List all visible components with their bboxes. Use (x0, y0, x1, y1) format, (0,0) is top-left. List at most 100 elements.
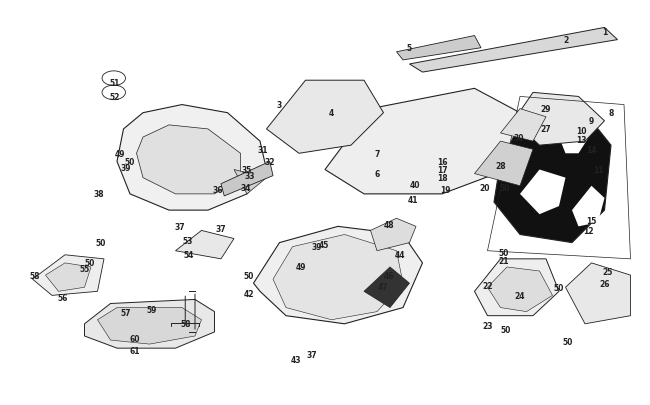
Text: 21: 21 (499, 257, 509, 266)
Text: 60: 60 (130, 334, 140, 343)
Text: 50: 50 (500, 326, 511, 335)
Polygon shape (514, 93, 604, 146)
Polygon shape (396, 36, 481, 61)
Text: 58: 58 (29, 271, 40, 280)
Text: 19: 19 (440, 186, 450, 195)
Polygon shape (474, 259, 559, 316)
Text: 35: 35 (242, 166, 252, 175)
Polygon shape (117, 105, 266, 211)
Text: 9: 9 (589, 117, 594, 126)
Text: 56: 56 (58, 293, 68, 302)
Text: 7: 7 (374, 149, 380, 158)
Text: 50: 50 (500, 184, 510, 193)
Polygon shape (559, 122, 592, 154)
Text: 50: 50 (499, 249, 509, 258)
Text: 8: 8 (608, 109, 614, 118)
Text: 49: 49 (115, 149, 125, 158)
Text: 28: 28 (495, 162, 506, 171)
Text: 54: 54 (183, 251, 194, 260)
Text: 30: 30 (514, 133, 524, 142)
Text: 16: 16 (437, 158, 447, 166)
Text: 49: 49 (296, 262, 306, 271)
Text: 45: 45 (318, 241, 329, 249)
Text: 20: 20 (479, 184, 489, 193)
Text: 37: 37 (307, 350, 317, 359)
Text: 57: 57 (120, 309, 131, 318)
Text: 33: 33 (245, 172, 255, 181)
Text: 2: 2 (563, 36, 568, 45)
Polygon shape (474, 142, 533, 186)
Text: 59: 59 (147, 305, 157, 314)
Text: 29: 29 (541, 105, 551, 114)
Text: 42: 42 (244, 289, 254, 298)
Polygon shape (176, 231, 234, 259)
Text: 18: 18 (437, 174, 447, 183)
Polygon shape (84, 300, 214, 348)
Polygon shape (254, 227, 422, 324)
Text: 39: 39 (120, 164, 131, 173)
Text: 37: 37 (175, 222, 185, 231)
Polygon shape (494, 109, 611, 243)
Text: 34: 34 (240, 184, 251, 193)
Text: 6: 6 (374, 170, 380, 179)
Text: 55: 55 (79, 265, 90, 274)
Polygon shape (410, 28, 618, 73)
Text: 50: 50 (84, 258, 95, 267)
Text: 50: 50 (554, 283, 564, 292)
Polygon shape (266, 81, 384, 154)
Polygon shape (273, 235, 403, 320)
Text: 58: 58 (180, 320, 190, 328)
Text: 26: 26 (599, 279, 610, 288)
Polygon shape (500, 109, 546, 142)
Text: 32: 32 (265, 158, 275, 166)
Polygon shape (325, 89, 520, 194)
Text: 43: 43 (291, 355, 301, 364)
Text: 46: 46 (384, 271, 394, 280)
Polygon shape (364, 267, 410, 308)
Text: 37: 37 (216, 224, 226, 233)
Text: 44: 44 (395, 251, 405, 260)
Text: 51: 51 (109, 79, 120, 87)
Polygon shape (370, 219, 416, 251)
Text: 40: 40 (410, 181, 420, 190)
Polygon shape (488, 267, 552, 312)
Text: 47: 47 (378, 282, 389, 291)
Text: 27: 27 (541, 125, 551, 134)
Polygon shape (572, 186, 604, 227)
Text: 25: 25 (603, 267, 613, 276)
Text: 53: 53 (182, 237, 192, 245)
Text: 1: 1 (602, 28, 607, 37)
Text: 52: 52 (109, 93, 120, 102)
Text: 41: 41 (408, 196, 418, 205)
Polygon shape (136, 126, 240, 194)
Polygon shape (520, 170, 566, 215)
Polygon shape (234, 170, 266, 194)
Text: 15: 15 (586, 216, 597, 225)
Text: 31: 31 (258, 145, 268, 154)
Polygon shape (221, 162, 273, 196)
Text: 4: 4 (329, 109, 334, 118)
Text: 50: 50 (244, 272, 254, 281)
Text: 14: 14 (586, 145, 597, 154)
Text: 50: 50 (96, 239, 106, 247)
Text: 61: 61 (130, 346, 140, 355)
Text: 24: 24 (515, 291, 525, 300)
Polygon shape (98, 308, 202, 344)
Text: 39: 39 (312, 243, 322, 252)
Polygon shape (46, 263, 91, 292)
Text: 50: 50 (562, 337, 573, 346)
Text: 23: 23 (482, 322, 493, 330)
Text: 50: 50 (125, 158, 135, 166)
Polygon shape (566, 263, 630, 324)
Polygon shape (32, 255, 104, 296)
Text: 12: 12 (583, 226, 593, 235)
Text: 22: 22 (482, 281, 493, 290)
Text: 3: 3 (277, 101, 282, 110)
Text: 5: 5 (407, 44, 412, 53)
Text: 11: 11 (593, 166, 603, 175)
Text: 17: 17 (437, 166, 447, 175)
Text: 36: 36 (213, 186, 223, 195)
Text: 10: 10 (577, 127, 587, 136)
Text: 48: 48 (384, 220, 394, 229)
Polygon shape (520, 113, 552, 142)
